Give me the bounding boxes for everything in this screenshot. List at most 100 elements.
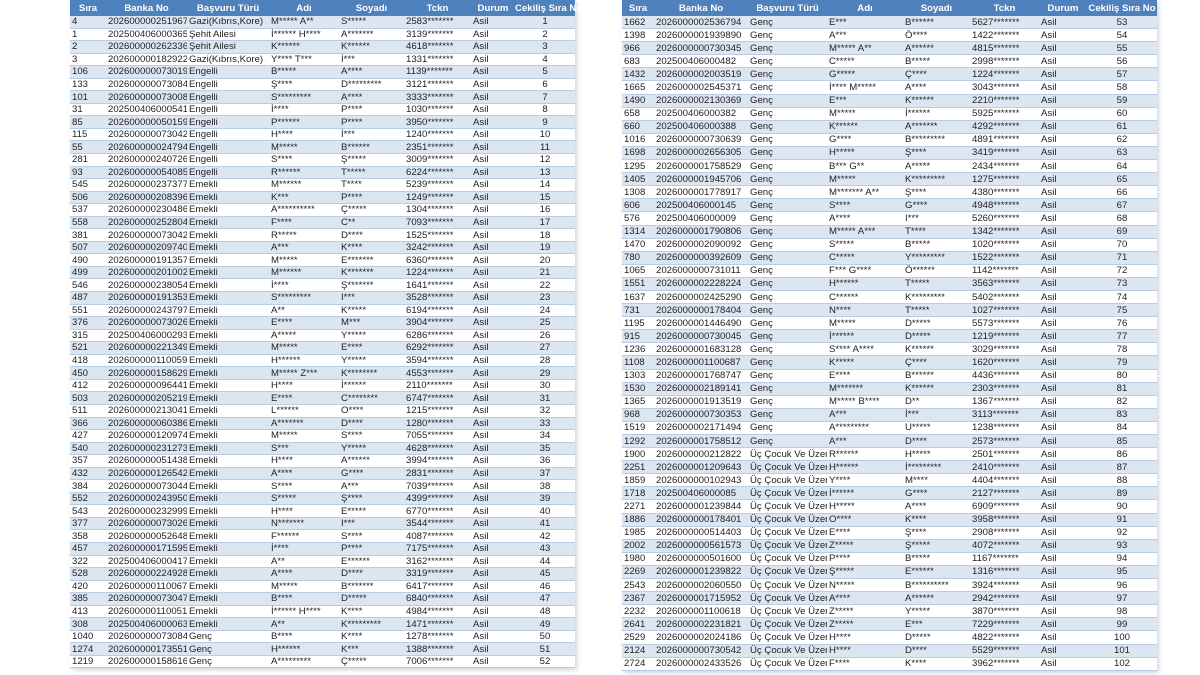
cell-sira: 450 xyxy=(72,367,89,379)
table-row: 1314 2026000001790806 Genç M***** A*** T****… xyxy=(622,225,1157,239)
cell-banka-no: 2026000002380544 xyxy=(108,279,187,291)
table-row: 2529 2026000002024186 Üç Çocuk Ve Üzeri H**… xyxy=(622,631,1157,645)
cell-sira: 780 xyxy=(624,252,641,264)
table-row: 558 2026000002528046 Emekli F**** C** 7093***… xyxy=(70,216,575,230)
cell-banka-no: 202500406000145 xyxy=(656,199,737,211)
table-row: 537 2026000002304869 Emekli A********** Ç***… xyxy=(70,204,575,217)
cell-basvuru-turu: Üç Çocuk Ve Üzeri xyxy=(750,540,827,552)
cell-sira: 115 xyxy=(72,129,88,141)
cell-basvuru-turu: Gazi(Kıbrıs,Kore) xyxy=(189,53,264,65)
cell-adi: H**** xyxy=(829,645,851,657)
cell-tckn: 2110******* xyxy=(406,380,453,392)
cell-adi: A** xyxy=(271,555,285,567)
cell-banka-no: 2026000001939890 xyxy=(656,29,742,41)
table-row: 385 2026000000730474 Emekli B**** D***** 6840… xyxy=(70,593,575,606)
cell-cekilis-sira-no: 51 xyxy=(539,643,551,655)
cell-basvuru-turu: Emekli xyxy=(189,355,218,367)
cell-basvuru-turu: Genç xyxy=(750,199,773,211)
cell-sira: 2124 xyxy=(624,645,646,657)
cell-banka-no: 2026000000212822 xyxy=(656,448,742,460)
cell-soyadi: B****** xyxy=(905,370,934,382)
cell-adi: S***** xyxy=(271,493,297,505)
cell-basvuru-turu: Üç Çocuk Ve Üzeri xyxy=(750,474,827,486)
cell-basvuru-turu: Genç xyxy=(750,291,773,303)
cell-cekilis-sira-no: 35 xyxy=(539,442,551,454)
cell-basvuru-turu: Emekli xyxy=(189,518,218,530)
cell-tckn: 6286******* xyxy=(406,329,454,341)
cell-sira: 1886 xyxy=(624,514,646,526)
table-row: 521 2026000002213497 Emekli M***** E**** 6292… xyxy=(70,342,575,355)
cell-cekilis-sira-no: 74 xyxy=(1116,291,1128,303)
cell-basvuru-turu: Şehit Ailesi xyxy=(189,41,236,53)
cell-adi: İ****** xyxy=(829,487,855,499)
cell-sira: 968 xyxy=(624,409,641,421)
cell-sira: 683 xyxy=(624,55,641,67)
cell-banka-no: 2026000001683128 xyxy=(656,343,742,355)
cell-adi: F**** xyxy=(271,217,292,229)
cell-sira: 1274 xyxy=(72,643,94,655)
cell-banka-no: 2026000002130418 xyxy=(108,405,187,417)
cell-durum: Asil xyxy=(473,555,489,567)
cell-durum: Asil xyxy=(473,116,489,128)
cell-banka-no: 2026000002171494 xyxy=(656,422,742,434)
cell-cekilis-sira-no: 31 xyxy=(539,392,551,404)
table-row: 384 2026000000730443 Emekli S**** A*** 7039**… xyxy=(70,480,575,493)
cell-tckn: 1030******* xyxy=(406,104,454,116)
table-row: 1108 2026000001100687 Genç K***** Ç**** 1620*… xyxy=(622,356,1157,370)
cell-tckn: 3950******* xyxy=(406,116,454,128)
cell-sira: 1108 xyxy=(624,356,645,368)
table-row: 968 2026000000730353 Genç A*** İ*** 3113*****… xyxy=(622,408,1157,422)
cell-adi: M***** Z*** xyxy=(271,367,318,379)
cell-tckn: 4618******* xyxy=(406,41,454,53)
cell-adi: Ş**** xyxy=(271,79,293,90)
cell-durum: Asil xyxy=(1041,409,1057,421)
cell-tckn: 5529******* xyxy=(972,645,1020,657)
cell-cekilis-sira-no: 85 xyxy=(1116,435,1128,447)
cell-basvuru-turu: Genç xyxy=(750,422,773,434)
cell-tckn: 1240******* xyxy=(406,129,454,141)
cell-adi: M******* xyxy=(829,383,864,395)
cell-basvuru-turu: Emekli xyxy=(189,267,218,279)
cell-banka-no: 2026000001829223 xyxy=(108,53,187,65)
table-row: 106 2026000000730197 Engelli B***** A**** 113… xyxy=(70,66,575,79)
cell-basvuru-turu: Genç xyxy=(750,121,773,133)
cell-cekilis-sira-no: 87 xyxy=(1116,461,1128,473)
cell-banka-no: 2026000002003519 xyxy=(656,68,742,80)
cell-basvuru-turu: Üç Çocuk Ve Üzeri xyxy=(750,461,827,473)
table-row: 31 202500406000541 Engelli İ**** P**** 1030**… xyxy=(70,103,575,117)
cell-soyadi: Y***** xyxy=(341,355,367,367)
table-row: 2232 2026000001100618 Üç Çocuk Ve Üzeri Z**… xyxy=(622,605,1157,619)
cell-durum: Asil xyxy=(473,417,489,429)
cell-cekilis-sira-no: 10 xyxy=(539,129,551,141)
cell-banka-no: 2026000000501600 xyxy=(656,553,742,565)
cell-sira: 1016 xyxy=(624,134,646,146)
cell-cekilis-sira-no: 58 xyxy=(1116,82,1128,94)
cell-sira: 1308 xyxy=(624,186,646,198)
cell-soyadi: C******** xyxy=(341,392,378,404)
table-row: 376 2026000000730262 Emekli E**** M*** 3904**… xyxy=(70,317,575,330)
cell-tckn: 3994******* xyxy=(406,455,454,467)
cell-tckn: 6360******* xyxy=(406,254,454,266)
table-row: 551 2026000002437976 Emekli A** K***** 6194**… xyxy=(70,304,575,318)
cell-sira: 1195 xyxy=(624,317,645,329)
cell-cekilis-sira-no: 88 xyxy=(1116,474,1128,486)
cell-adi: A***** xyxy=(271,329,297,341)
cell-sira: 507 xyxy=(72,242,89,254)
cell-cekilis-sira-no: 25 xyxy=(539,317,551,329)
cell-sira: 546 xyxy=(72,279,89,291)
cell-sira: 2724 xyxy=(624,658,646,670)
cell-cekilis-sira-no: 84 xyxy=(1116,422,1128,434)
cell-soyadi: K****** xyxy=(905,343,934,355)
table-row: 1698 2026000002656305 Genç H***** Ş**** 3419*… xyxy=(622,146,1157,161)
cell-durum: Asil xyxy=(1041,461,1057,473)
cell-soyadi: A**** xyxy=(905,501,927,513)
cell-cekilis-sira-no: 86 xyxy=(1116,448,1128,460)
table-row: 1236 2026000001683128 Genç S**** A**** K****… xyxy=(622,343,1157,357)
cell-tckn: 1388******* xyxy=(406,643,454,655)
cell-soyadi: K********* xyxy=(905,291,946,303)
cell-sira: 558 xyxy=(72,217,89,229)
cell-durum: Asil xyxy=(473,455,489,467)
cell-cekilis-sira-no: 43 xyxy=(539,543,551,555)
cell-adi: M***** xyxy=(271,254,298,266)
cell-durum: Asil xyxy=(1041,474,1057,486)
